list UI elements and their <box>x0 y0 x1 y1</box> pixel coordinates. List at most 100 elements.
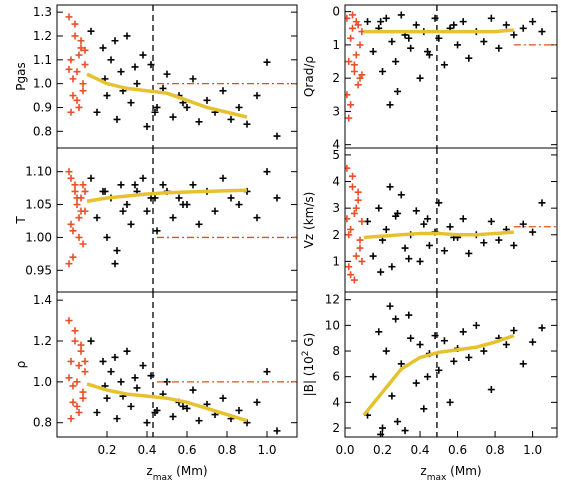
plus-point <box>394 87 402 95</box>
plus-point <box>227 115 235 123</box>
plus-point <box>510 326 518 334</box>
y-tick-label: 2 <box>332 228 340 242</box>
panel: 2 4 6 8 10 12 0.0 0.2 0.4 0.6 0.8 1.0 zmax (Mm) |B| (… <box>301 291 558 483</box>
y-tick-label: 1.0 <box>33 77 52 91</box>
plus-point <box>388 263 396 271</box>
plus-point <box>71 327 79 335</box>
plus-point <box>147 61 155 69</box>
plus-point <box>93 108 101 116</box>
plus-point <box>235 406 243 414</box>
x-tick-label: 0.8 <box>486 443 505 457</box>
plus-point <box>350 68 358 76</box>
plus-point <box>73 194 81 202</box>
plus-point <box>81 61 89 69</box>
y-axis-label: Vz (km/s) <box>302 192 316 249</box>
plus-point <box>71 181 79 189</box>
plus-point <box>364 18 372 26</box>
plus-point <box>159 181 167 189</box>
plus-point <box>69 253 77 261</box>
plus-point <box>382 347 390 355</box>
plus-point <box>79 87 87 95</box>
plus-point <box>369 48 377 56</box>
plus-point <box>465 249 473 257</box>
plus-point <box>139 174 147 182</box>
x-tick-label: 0.2 <box>373 443 392 457</box>
y-label-part: G) <box>302 333 316 351</box>
plus-point <box>103 233 111 241</box>
y-tick-label: 0 <box>332 5 340 19</box>
plus-point <box>93 214 101 222</box>
plus-point <box>131 181 139 189</box>
plus-point <box>377 18 385 26</box>
plus-point <box>103 92 111 100</box>
y-axis-label: T <box>14 216 28 225</box>
plus-point <box>350 209 358 217</box>
plus-point <box>263 368 271 376</box>
y-tick-label: 1.3 <box>33 5 52 19</box>
y-tick-label: 2 <box>332 71 340 85</box>
y-tick-label: 1.2 <box>33 29 52 43</box>
plus-point <box>459 18 467 26</box>
plus-point <box>169 113 177 121</box>
y-label-part: 2 <box>301 350 311 356</box>
plus-point <box>75 103 83 111</box>
plus-point <box>352 252 360 260</box>
plus-point <box>510 241 518 249</box>
plus-point <box>502 341 510 349</box>
plus-point <box>81 357 89 365</box>
plus-point <box>345 14 351 22</box>
y-tick-label: 4 <box>332 395 340 409</box>
plus-point <box>405 255 413 263</box>
plus-point <box>113 115 121 123</box>
plus-point <box>347 34 355 42</box>
plus-point <box>133 384 141 392</box>
plus-point <box>345 263 353 271</box>
plus-point <box>169 214 177 222</box>
y-tick-label: 2 <box>332 421 340 435</box>
plus-point <box>495 44 503 52</box>
plus-point <box>71 32 79 40</box>
plus-point <box>139 51 147 59</box>
panel-frame <box>344 147 558 293</box>
plus-point <box>67 220 75 228</box>
plus-point <box>65 374 73 382</box>
plus-point <box>111 353 119 361</box>
plus-point <box>103 394 111 402</box>
plus-point <box>369 252 377 260</box>
plus-point <box>495 236 503 244</box>
plot-area <box>65 5 297 148</box>
plus-point <box>480 347 488 355</box>
plus-point <box>386 302 394 310</box>
plus-point <box>101 187 109 195</box>
plus-point <box>159 84 167 92</box>
plus-point <box>369 373 377 381</box>
x-tick-label: 0.6 <box>177 443 196 457</box>
plus-point <box>189 386 197 394</box>
plus-point <box>405 34 413 42</box>
plus-point <box>382 225 390 233</box>
plus-point <box>235 201 243 209</box>
plus-point <box>382 14 390 22</box>
plus-point <box>538 28 546 36</box>
plus-point <box>424 373 432 381</box>
plus-point <box>69 92 77 100</box>
y-tick-label: 4 <box>332 138 340 152</box>
plus-point <box>345 91 351 99</box>
x-label-part: (Mm) <box>446 464 481 478</box>
plus-point <box>151 194 159 202</box>
plus-point <box>347 101 355 109</box>
plus-point <box>450 357 458 365</box>
plus-point <box>388 38 396 46</box>
plus-point <box>397 191 405 199</box>
plus-point <box>446 223 454 231</box>
panel: 0.8 0.9 1.0 1.1 1.2 1.3 Pgas <box>14 4 298 149</box>
plus-point <box>345 215 351 223</box>
plus-point <box>392 58 400 66</box>
plus-point <box>111 37 119 45</box>
plus-point <box>397 360 405 368</box>
y-tick-label: 0.8 <box>33 124 52 138</box>
plus-point <box>349 11 357 19</box>
plus-point <box>356 236 364 244</box>
plus-point <box>397 11 405 19</box>
plus-point <box>263 58 271 66</box>
